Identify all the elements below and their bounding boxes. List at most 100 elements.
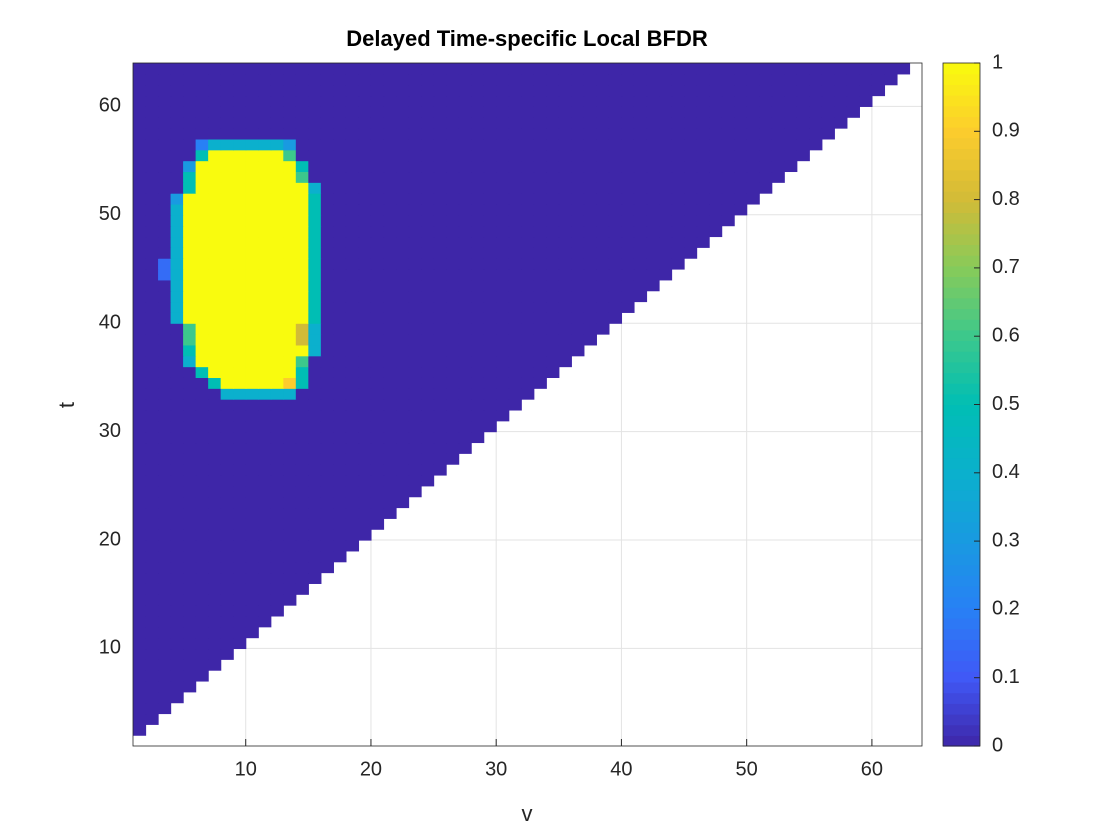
- heatmap-cell: [208, 171, 222, 183]
- heatmap-cell: [233, 431, 247, 444]
- heatmap-cell: [471, 106, 485, 118]
- heatmap-cell: [258, 485, 272, 498]
- heatmap-cell: [133, 247, 147, 259]
- heatmap-cell: [220, 344, 234, 357]
- heatmap-cell: [458, 203, 472, 216]
- heatmap-cell: [195, 485, 209, 498]
- heatmap-cell: [396, 355, 410, 368]
- heatmap-cell: [446, 106, 460, 118]
- heatmap-cell: [333, 431, 347, 444]
- heatmap-cell: [596, 247, 610, 259]
- heatmap-cell: [208, 453, 222, 465]
- heatmap-cell: [170, 550, 184, 563]
- heatmap-cell: [283, 138, 297, 151]
- heatmap-cell: [295, 420, 309, 433]
- heatmap-cell: [195, 73, 209, 86]
- heatmap-cell: [233, 344, 247, 357]
- colorbar-swatch: [943, 159, 980, 171]
- heatmap-cell: [145, 301, 159, 313]
- heatmap-cell: [633, 236, 648, 248]
- heatmap-cell: [195, 323, 209, 335]
- heatmap-cell: [270, 453, 284, 465]
- heatmap-cell: [133, 117, 147, 129]
- heatmap-cell: [233, 615, 247, 628]
- heatmap-cell: [183, 323, 197, 335]
- heatmap-cell: [633, 84, 648, 97]
- heatmap-cell: [345, 268, 360, 281]
- heatmap-cell: [533, 355, 547, 368]
- heatmap-cell: [183, 355, 197, 368]
- heatmap-cell: [383, 258, 397, 270]
- heatmap-cell: [709, 214, 723, 227]
- heatmap-cell: [383, 247, 397, 259]
- heatmap-cell: [759, 138, 773, 151]
- heatmap-cell: [608, 290, 623, 303]
- heatmap-cell: [370, 507, 385, 519]
- heatmap-cell: [746, 117, 760, 129]
- colorbar-swatch: [943, 479, 980, 491]
- heatmap-cell: [608, 73, 623, 86]
- heatmap-cell: [195, 507, 209, 519]
- heatmap-cell: [458, 366, 472, 378]
- heatmap-cell: [521, 193, 535, 205]
- heatmap-cell: [583, 301, 597, 313]
- heatmap-cell: [233, 334, 247, 346]
- heatmap-cell: [396, 464, 410, 476]
- heatmap-cell: [145, 485, 159, 498]
- heatmap-cell: [433, 193, 447, 205]
- colorbar-swatch: [943, 607, 980, 619]
- heatmap-cell: [608, 279, 623, 292]
- colorbar-swatch: [943, 628, 980, 640]
- heatmap-cell: [195, 290, 209, 303]
- heatmap-cell: [433, 431, 447, 444]
- heatmap-cell: [220, 106, 234, 118]
- heatmap-cell: [208, 637, 222, 650]
- heatmap-cell: [433, 236, 447, 248]
- heatmap-cell: [145, 420, 159, 433]
- heatmap-cell: [508, 247, 522, 259]
- heatmap-cell: [345, 518, 360, 530]
- heatmap-cell: [320, 95, 334, 107]
- heatmap-cell: [220, 594, 234, 606]
- colorbar-swatch: [943, 532, 980, 544]
- heatmap-cell: [533, 73, 547, 86]
- heatmap-cell: [370, 344, 385, 357]
- heatmap-cell: [295, 496, 309, 509]
- heatmap-cell: [396, 474, 410, 487]
- heatmap-cell: [483, 312, 497, 324]
- heatmap-cell: [170, 583, 184, 595]
- heatmap-cell: [471, 344, 485, 357]
- heatmap-cell: [696, 63, 710, 75]
- heatmap-cell: [133, 637, 147, 650]
- heatmap-cell: [659, 84, 673, 97]
- heatmap-cell: [583, 225, 597, 238]
- heatmap-cell: [759, 84, 773, 97]
- heatmap-cell: [483, 409, 497, 422]
- heatmap-cell: [446, 160, 460, 173]
- heatmap-cell: [433, 128, 447, 140]
- heatmap-cell: [183, 84, 197, 97]
- heatmap-cell: [233, 95, 247, 107]
- heatmap-cell: [158, 496, 172, 509]
- heatmap-cell: [258, 63, 272, 75]
- heatmap-cell: [709, 203, 723, 216]
- heatmap-cell: [208, 605, 222, 617]
- heatmap-cell: [320, 182, 334, 194]
- heatmap-cell: [258, 442, 272, 454]
- heatmap-cell: [709, 171, 723, 183]
- heatmap-cell: [295, 247, 309, 259]
- heatmap-cell: [383, 214, 397, 227]
- y-tick-label: 50: [99, 203, 121, 225]
- heatmap-cell: [283, 399, 297, 411]
- heatmap-cell: [320, 529, 334, 541]
- heatmap-cell: [659, 117, 673, 129]
- heatmap-cell: [471, 214, 485, 227]
- colorbar-swatch: [943, 393, 980, 406]
- heatmap-cell: [684, 214, 698, 227]
- heatmap-cell: [145, 615, 159, 628]
- heatmap-cell: [333, 138, 347, 151]
- heatmap-cell: [195, 279, 209, 292]
- heatmap-cell: [183, 247, 197, 259]
- heatmap-cell: [170, 637, 184, 650]
- heatmap-cell: [358, 149, 372, 162]
